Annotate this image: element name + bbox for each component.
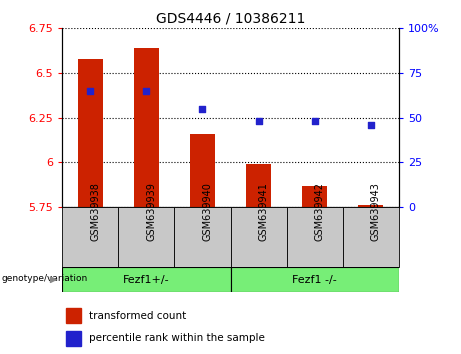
Point [142, 88, 150, 94]
Text: GSM639942: GSM639942 [314, 182, 325, 241]
Bar [118, 207, 174, 267]
Text: Fezf1 -/-: Fezf1 -/- [292, 275, 337, 285]
Bar [62, 267, 230, 292]
Text: GSM639940: GSM639940 [202, 182, 213, 241]
Point [311, 119, 318, 124]
Bar [358, 205, 384, 207]
Bar [287, 207, 343, 267]
Title: GDS4446 / 10386211: GDS4446 / 10386211 [156, 12, 305, 26]
Point [199, 106, 206, 112]
Point [87, 88, 94, 94]
Text: genotype/variation: genotype/variation [1, 274, 88, 283]
Text: percentile rank within the sample: percentile rank within the sample [89, 333, 265, 343]
Bar [66, 308, 81, 323]
Text: Fezf1+/-: Fezf1+/- [123, 275, 170, 285]
Point [255, 119, 262, 124]
Text: transformed count: transformed count [89, 311, 186, 321]
Bar [174, 207, 230, 267]
Text: GSM639943: GSM639943 [371, 182, 381, 241]
Bar [302, 185, 327, 207]
Text: GSM639938: GSM639938 [90, 182, 100, 241]
Bar [66, 331, 81, 346]
Bar [230, 207, 287, 267]
Bar [230, 267, 399, 292]
Bar [62, 207, 118, 267]
Text: GSM639939: GSM639939 [146, 182, 156, 241]
Bar [190, 134, 215, 207]
Bar [246, 164, 271, 207]
Bar [343, 207, 399, 267]
Text: GSM639941: GSM639941 [259, 182, 269, 241]
Bar [134, 48, 159, 207]
Point [367, 122, 374, 128]
Bar [77, 59, 103, 207]
